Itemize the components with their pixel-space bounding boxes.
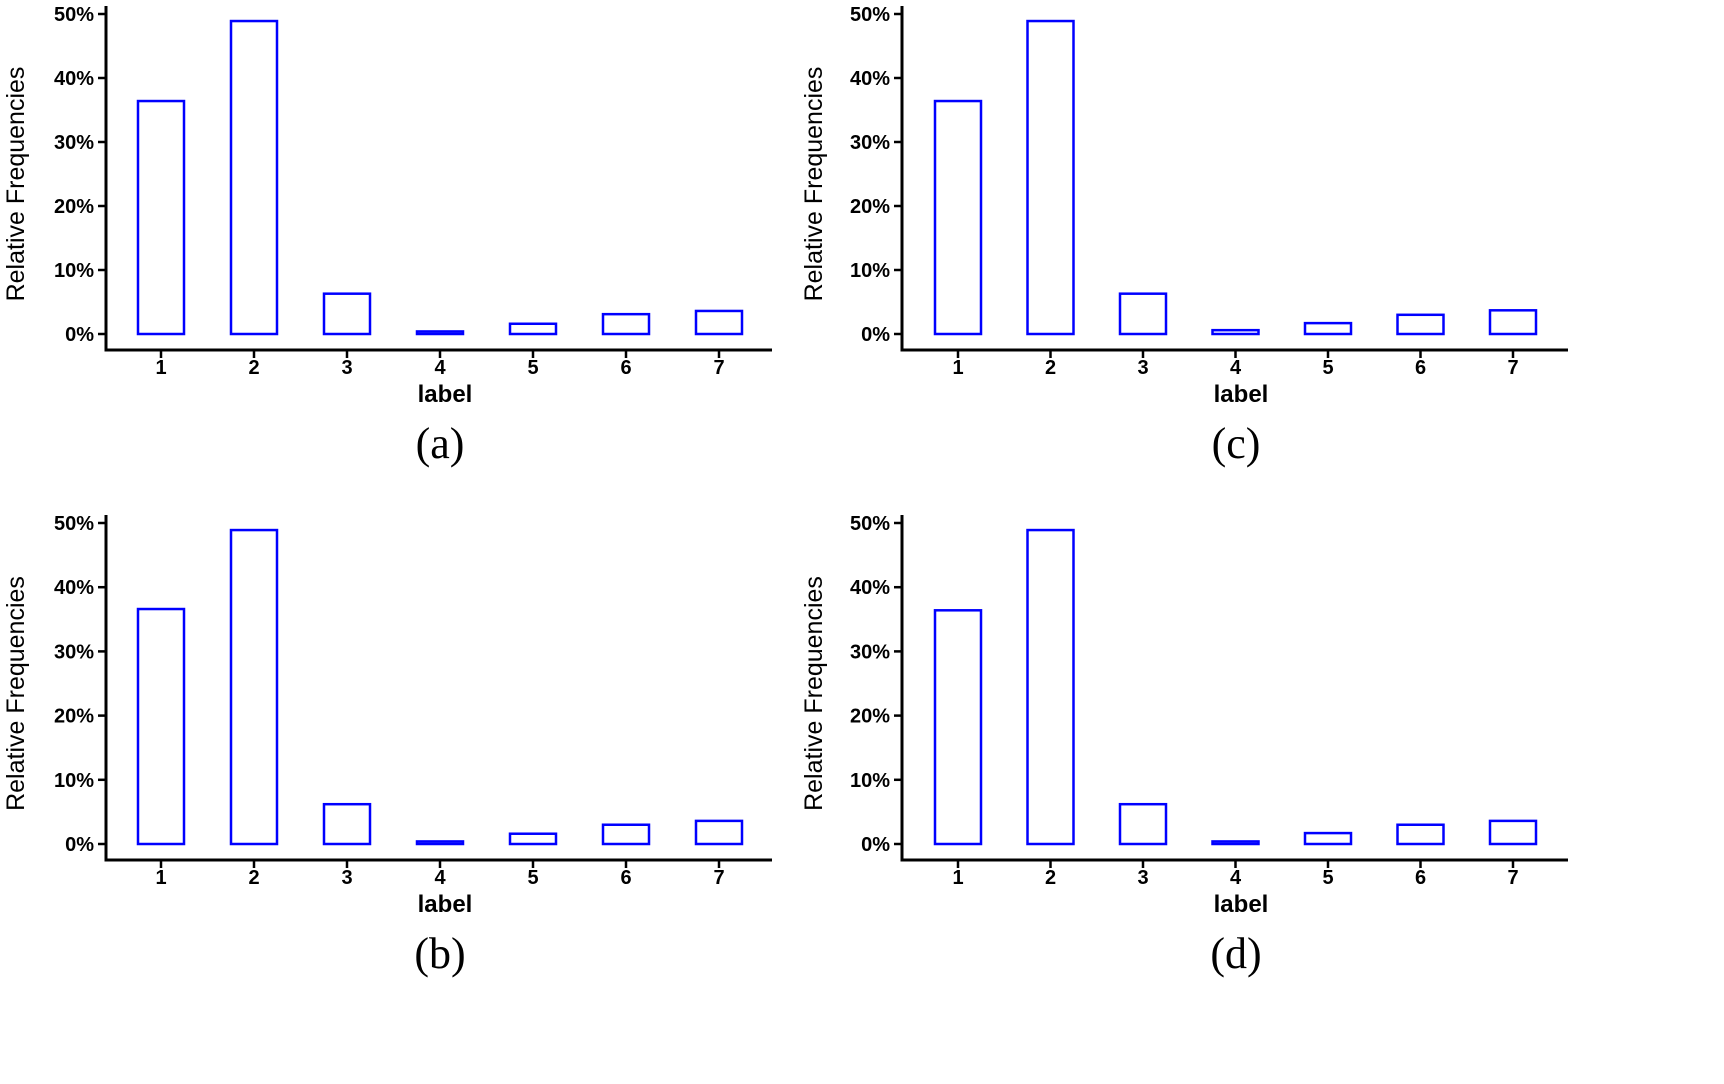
bar-6: [601, 823, 651, 846]
y-tick-label: 20%: [54, 196, 94, 218]
bar-1: [933, 99, 983, 336]
y-tick-label: 20%: [54, 706, 94, 728]
x-axis-title: label: [418, 381, 473, 408]
x-axis-title: label: [418, 891, 473, 918]
bar-7: [694, 309, 744, 336]
y-axis-title: Relative Frequencies: [2, 67, 30, 302]
x-tick-label: 1: [952, 357, 963, 379]
x-tick-label: 3: [341, 867, 352, 889]
y-tick-label: 0%: [861, 324, 890, 346]
x-tick-label: 7: [1507, 357, 1518, 379]
bar-1: [933, 609, 983, 846]
y-tick-label: 10%: [54, 260, 94, 282]
bar-6: [1396, 313, 1445, 336]
bar-7: [1488, 819, 1538, 846]
x-tick-label: 2: [1045, 357, 1056, 379]
y-tick-label: 40%: [54, 577, 94, 599]
y-tick-label: 40%: [850, 68, 890, 90]
bar-3: [322, 292, 372, 336]
x-tick-label: 4: [1230, 867, 1242, 889]
y-tick-label: 30%: [850, 641, 890, 663]
x-tick-label: 2: [1045, 867, 1056, 889]
bar-3: [322, 802, 372, 846]
chart-panel-b: 0% 10% 20% 30% 40% 50% 1 2 3 4 5 6 7 label Relative Fr…: [2, 513, 772, 978]
y-tick-label: 50%: [850, 513, 890, 535]
chart-panel-c: 0% 10% 20% 30% 40% 50% 1 2 3 4 5 6 7 label Relative Fr…: [800, 4, 1568, 468]
x-tick-label: 4: [1230, 357, 1242, 379]
y-tick-label: 40%: [54, 68, 94, 90]
x-tick-label: 3: [1137, 357, 1148, 379]
bar-5: [508, 322, 558, 336]
x-tick-label: 4: [434, 357, 446, 379]
y-tick-label: 10%: [850, 260, 890, 282]
y-tick-label: 0%: [65, 324, 94, 346]
y-tick-label: 20%: [850, 196, 890, 218]
y-tick-label: 0%: [65, 834, 94, 856]
bar-4: [1211, 328, 1260, 336]
bar-7: [694, 819, 744, 846]
x-tick-label: 1: [155, 357, 166, 379]
bar-1: [136, 607, 186, 846]
x-tick-label: 6: [620, 867, 631, 889]
y-tick-label: 10%: [54, 770, 94, 792]
bar-1: [136, 99, 186, 336]
y-tick-label: 0%: [861, 834, 890, 856]
panel-caption: (c): [1212, 419, 1261, 468]
bar-4: [415, 840, 465, 846]
x-tick-label: 5: [1322, 357, 1333, 379]
x-axis-title: label: [1214, 381, 1269, 408]
bar-4: [415, 330, 465, 336]
y-tick-label: 50%: [850, 4, 890, 26]
bar-2: [1026, 19, 1075, 336]
bar-4: [1211, 840, 1260, 846]
x-tick-label: 5: [1322, 867, 1333, 889]
x-tick-label: 4: [434, 867, 446, 889]
bar-6: [1396, 823, 1445, 846]
bar-2: [229, 19, 279, 336]
y-tick-label: 30%: [54, 641, 94, 663]
y-tick-label: 50%: [54, 513, 94, 535]
y-tick-label: 40%: [850, 577, 890, 599]
x-tick-label: 6: [1415, 867, 1426, 889]
bar-5: [1303, 831, 1353, 846]
y-axis-title: Relative Frequencies: [800, 67, 828, 302]
x-tick-label: 5: [527, 867, 538, 889]
bar-5: [508, 832, 558, 846]
x-tick-label: 7: [1507, 867, 1518, 889]
x-tick-label: 1: [952, 867, 963, 889]
y-tick-label: 30%: [850, 132, 890, 154]
y-tick-label: 30%: [54, 132, 94, 154]
chart-panel-a: 0% 10% 20% 30% 40% 50% 1 2 3 4 5 6 7 label Relative Fr…: [2, 4, 772, 468]
bar-3: [1118, 802, 1168, 846]
x-tick-label: 2: [248, 867, 259, 889]
bar-6: [601, 312, 651, 336]
x-tick-label: 2: [248, 357, 259, 379]
x-tick-label: 6: [1415, 357, 1426, 379]
x-tick-label: 3: [1137, 867, 1148, 889]
chart-panel-d: 0% 10% 20% 30% 40% 50% 1 2 3 4 5 6 7 label Relative Fr…: [800, 513, 1568, 978]
x-axis-title: label: [1214, 891, 1269, 918]
panel-caption: (b): [414, 929, 465, 978]
y-axis-title: Relative Frequencies: [2, 576, 30, 811]
y-tick-label: 20%: [850, 706, 890, 728]
bar-5: [1303, 321, 1353, 336]
x-tick-label: 7: [713, 357, 724, 379]
x-tick-label: 6: [620, 357, 631, 379]
bar-7: [1488, 309, 1538, 336]
panel-caption: (d): [1210, 929, 1261, 978]
y-tick-label: 50%: [54, 4, 94, 26]
x-tick-label: 1: [155, 867, 166, 889]
y-tick-label: 10%: [850, 770, 890, 792]
x-tick-label: 3: [341, 357, 352, 379]
x-tick-label: 7: [713, 867, 724, 889]
bar-3: [1118, 292, 1168, 336]
bar-2: [229, 528, 279, 846]
x-tick-label: 5: [527, 357, 538, 379]
bar-2: [1026, 528, 1075, 846]
panel-caption: (a): [416, 419, 465, 468]
y-axis-title: Relative Frequencies: [800, 576, 828, 811]
